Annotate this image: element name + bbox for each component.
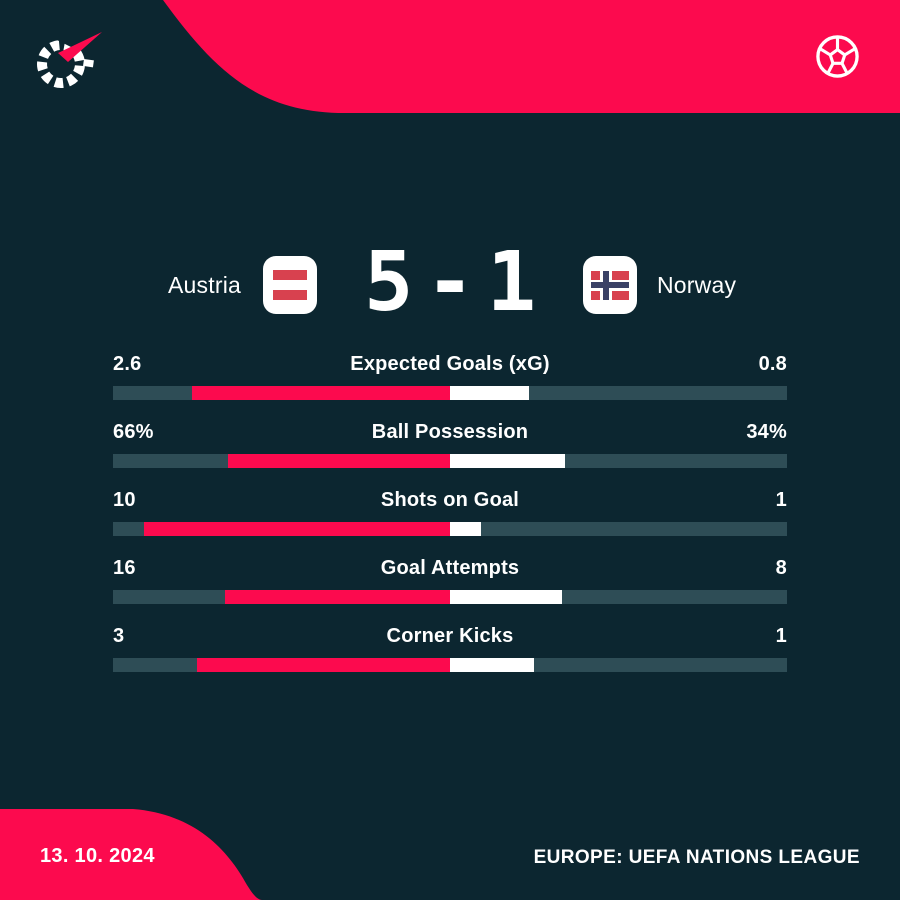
stat-label: Goal Attempts	[380, 557, 520, 579]
home-bar-fill	[227, 454, 450, 468]
stat-home-value: 10	[113, 489, 136, 511]
away-bar-fill	[450, 386, 530, 400]
competition-name: EUROPE: UEFA NATIONS LEAGUE	[533, 847, 860, 868]
away-bar-fill	[450, 454, 565, 468]
home-bar-fill	[192, 386, 450, 400]
stat-bar	[113, 386, 787, 400]
stat-row-shots-on-goal: 10 Shots on Goal 1	[113, 488, 787, 536]
away-bar-fill	[450, 658, 535, 672]
stat-away-value: 1	[775, 625, 787, 647]
norway-flag-icon	[583, 256, 637, 314]
stat-away-value: 8	[775, 557, 787, 579]
match-date: 13. 10. 2024	[40, 845, 155, 867]
stat-home-value: 16	[113, 557, 136, 579]
score: 5 - 1	[317, 242, 583, 324]
stat-row-goal-attempts: 16 Goal Attempts 8	[113, 556, 787, 604]
bottom-banner-shape	[0, 809, 262, 900]
austria-flag-icon	[263, 256, 317, 314]
stat-bar	[113, 454, 787, 468]
stat-label: Corner Kicks	[386, 625, 514, 647]
stats-list: 2.6 Expected Goals (xG) 0.8 66% Ball Pos…	[113, 352, 787, 692]
away-score: 1	[486, 235, 537, 330]
away-team-name: Norway	[657, 271, 737, 298]
flashscore-logo-icon	[37, 28, 102, 88]
stat-row-ball-possession: 66% Ball Possession 34%	[113, 420, 787, 468]
stat-home-value: 3	[113, 625, 125, 647]
stat-label: Ball Possession	[371, 421, 529, 443]
stat-bar	[113, 658, 787, 672]
stat-home-value: 2.6	[113, 353, 142, 375]
football-icon	[816, 35, 859, 78]
scoreboard: Austria 5 - 1 Norway	[0, 242, 900, 324]
austria-flag-stripes	[273, 270, 307, 300]
away-bar-fill	[450, 522, 481, 536]
stat-label: Shots on Goal	[380, 489, 520, 511]
home-bar-fill	[225, 590, 450, 604]
stat-label: Expected Goals (xG)	[350, 353, 550, 375]
stat-away-value: 1	[775, 489, 787, 511]
stat-home-value: 66%	[113, 421, 154, 443]
norway-flag-cross-horizontal-navy	[591, 282, 629, 288]
norway-flag-field	[591, 270, 629, 300]
stat-away-value: 0.8	[758, 353, 787, 375]
top-banner-shape	[163, 0, 900, 113]
stat-row-corner-kicks: 3 Corner Kicks 1	[113, 624, 787, 672]
stat-row-expected-goals: 2.6 Expected Goals (xG) 0.8	[113, 352, 787, 400]
home-bar-fill	[197, 658, 450, 672]
stat-away-value: 34%	[746, 421, 787, 443]
home-team-name: Austria	[168, 271, 241, 298]
stat-bar	[113, 522, 787, 536]
score-separator: -	[425, 235, 475, 330]
home-score: 5	[363, 235, 414, 330]
away-bar-fill	[450, 590, 563, 604]
stat-bar	[113, 590, 787, 604]
home-bar-fill	[143, 522, 450, 536]
